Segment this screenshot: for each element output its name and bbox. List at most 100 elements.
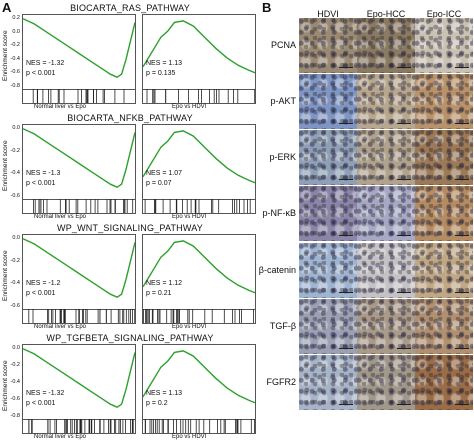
- enrichment-curve: [143, 240, 255, 294]
- y-tick-label: 0.0: [12, 125, 20, 131]
- enrichment-curve-svg: [143, 20, 255, 74]
- enrichment-curve-svg: [143, 350, 255, 404]
- enrichment-curve-svg: [143, 130, 255, 184]
- hit-lines: [33, 199, 134, 213]
- comparison-label: Epo vs HDVI: [172, 214, 207, 220]
- comparison-label: Normal liver vs Epo: [34, 434, 87, 440]
- enrichment-curve: [23, 18, 135, 78]
- ihc-micrograph: [415, 355, 473, 410]
- scale-bar: [397, 292, 411, 293]
- y-tick-label: -0.8: [10, 413, 20, 419]
- y-tick-label: 0.0: [12, 28, 20, 35]
- y-tick-label: -0.2: [10, 42, 20, 49]
- hit-lines: [28, 309, 136, 323]
- y-tick-label: -0.8: [10, 83, 20, 89]
- ihc-micrograph: [415, 18, 473, 73]
- comparison-label: Epo vs HDVI: [172, 104, 207, 110]
- left-enrichment-plot: [22, 234, 136, 310]
- scale-bar: [455, 404, 469, 405]
- ihc-micrograph: [415, 130, 473, 185]
- p-value: p = 0.135: [146, 70, 176, 77]
- left-enrichment-plot: [22, 14, 136, 90]
- enrichment-curve: [143, 350, 255, 404]
- nes-value: NES = -1.3: [26, 170, 61, 177]
- scale-bar: [339, 179, 353, 180]
- row-label-2: p-ERK: [269, 152, 296, 162]
- hit-lines: [32, 89, 125, 103]
- right-enrichment-plot: [142, 234, 256, 310]
- hit-barcode: [22, 199, 136, 214]
- row-label-5: TGF-β: [269, 321, 296, 331]
- nes-value: NES = -1.32: [26, 390, 65, 397]
- scale-bar: [339, 292, 353, 293]
- hit-barcode: [142, 89, 256, 104]
- left-enrichment-plot: [22, 124, 136, 200]
- hit-barcode: [22, 309, 136, 324]
- y-tick-label: -0.4: [10, 379, 20, 385]
- enrichment-curve: [23, 348, 135, 408]
- ihc-micrograph: [299, 355, 357, 410]
- y-tick-label: -0.4: [10, 55, 20, 62]
- enrichment-curve: [143, 20, 255, 74]
- pathway-title: WP_WNT_SIGNALING_PATHWAY: [57, 223, 203, 233]
- y-tick-label: -0.2: [10, 147, 20, 154]
- enrichment-curve: [143, 130, 255, 184]
- scale-bar: [397, 235, 411, 236]
- comparison-label: Normal liver vs Epo: [34, 214, 87, 220]
- scale-bar: [397, 404, 411, 405]
- column-header-hdvi: HDVI: [317, 9, 339, 19]
- ihc-micrograph: [299, 18, 357, 73]
- hit-barcode: [142, 309, 256, 324]
- y-tick-label: -0.2: [10, 257, 20, 264]
- scale-bar: [455, 67, 469, 68]
- pathway-title: WP_TGFBETA_SIGNALING_PATHWAY: [46, 333, 214, 343]
- y-tick-label: 0.0: [12, 345, 20, 351]
- row-label-0: PCNA: [270, 40, 296, 50]
- ihc-micrograph: [415, 243, 473, 298]
- left-enrichment-plot: [22, 344, 136, 420]
- hit-barcode: [22, 89, 136, 104]
- scale-bar: [397, 348, 411, 349]
- scale-bar: [397, 67, 411, 68]
- ihc-micrograph: [357, 355, 415, 410]
- nes-value: NES = -1.32: [26, 60, 65, 67]
- hit-barcode: [142, 419, 256, 434]
- ihc-micrograph: [357, 243, 415, 298]
- hit-barcode: [22, 419, 136, 434]
- p-value: p = 0.07: [146, 180, 172, 187]
- scale-bar: [339, 404, 353, 405]
- scale-bar: [455, 292, 469, 293]
- p-value: p < 0.001: [26, 400, 56, 407]
- enrichment-curve-svg: [23, 348, 135, 408]
- hit-lines: [146, 89, 256, 103]
- scale-bar: [397, 179, 411, 180]
- ihc-micrograph: [299, 74, 357, 129]
- comparison-label: Normal liver vs Epo: [34, 104, 87, 110]
- scale-bar: [339, 123, 353, 124]
- right-enrichment-plot: [142, 14, 256, 90]
- enrichment-curve: [23, 238, 135, 298]
- nes-value: NES = -1.2: [26, 280, 61, 287]
- p-value: p = 0.2: [146, 400, 168, 407]
- nes-value: NES = 1.13: [146, 60, 182, 67]
- p-value: p < 0.001: [26, 180, 56, 187]
- scale-bar: [455, 123, 469, 124]
- enrichment-curve-svg: [23, 128, 135, 188]
- scale-bar: [339, 235, 353, 236]
- hit-lines: [28, 419, 134, 433]
- y-tick-label: 0.0: [12, 235, 20, 241]
- y-tick-label: -0.4: [10, 170, 20, 177]
- comparison-label: Normal liver vs Epo: [34, 324, 87, 330]
- ihc-micrograph: [299, 186, 357, 241]
- ihc-micrograph: [415, 186, 473, 241]
- hit-lines: [143, 309, 254, 323]
- scale-bar: [455, 179, 469, 180]
- row-label-6: FGFR2: [266, 377, 296, 387]
- ihc-micrograph: [415, 74, 473, 129]
- panel-b-label: B: [262, 0, 272, 15]
- y-tick-label: -0.6: [10, 303, 20, 309]
- column-header-epo-hcc: Epo-HCC: [366, 9, 406, 19]
- scale-bar: [397, 123, 411, 124]
- panel-a-label: A: [2, 0, 12, 15]
- ihc-micrograph: [357, 186, 415, 241]
